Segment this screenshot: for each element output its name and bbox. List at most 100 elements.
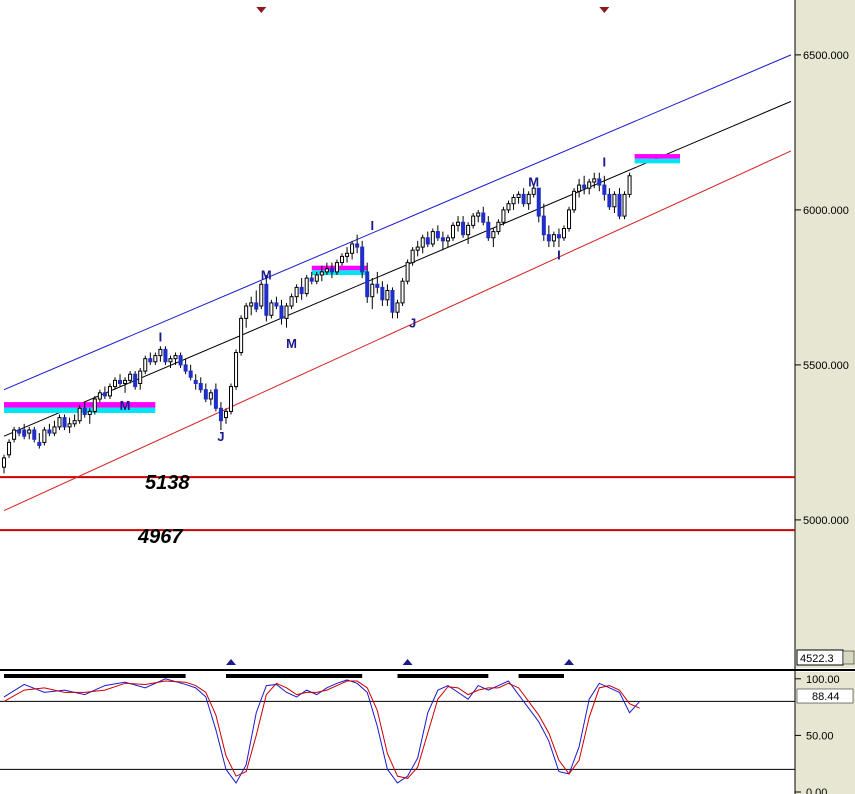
wave-label-I: I (370, 218, 374, 233)
channel-line-lower (3, 150, 792, 512)
candle-body (506, 203, 511, 211)
candle-body (577, 184, 582, 192)
support-label-4967: 4967 (137, 526, 183, 548)
candle-body (284, 305, 289, 319)
candle-body (617, 193, 622, 217)
candle-body (471, 215, 476, 226)
candle-body (627, 175, 632, 195)
candle-body (158, 348, 163, 357)
candle-body (42, 429, 47, 443)
signal-bar (4, 674, 186, 678)
candle-body (304, 277, 309, 295)
stochastic-y-axis: 0.00 50.00 100.00 (795, 674, 840, 794)
candle-body (138, 370, 143, 384)
candle-body (173, 355, 178, 360)
candle-body (531, 187, 536, 195)
candle-body (420, 237, 425, 248)
price-plot-background (0, 0, 795, 668)
candle-body (561, 227, 566, 239)
channel-line-upper (3, 54, 792, 391)
candle-body (314, 274, 319, 282)
stochastic-plot-background (0, 672, 795, 794)
candle-body (329, 268, 334, 273)
wave-label-M: M (286, 336, 297, 351)
candle-body (254, 302, 259, 310)
candle-body (612, 193, 617, 208)
price-axis-panel (795, 0, 855, 668)
candle-body (551, 234, 556, 242)
price-y-axis: 5000.000 5500.000 6000.000 6500.000 (795, 50, 849, 527)
candle-body (123, 379, 128, 384)
wave-label-J: J (217, 429, 224, 444)
candle-body (541, 215, 546, 236)
candle-body (234, 351, 239, 388)
candle-body (435, 231, 440, 239)
candle-body (218, 407, 223, 422)
candle-body (213, 389, 218, 409)
candle-body (350, 243, 355, 254)
candle-body (324, 268, 329, 273)
candle-body (77, 407, 82, 422)
price-tick-label: 6000.000 (803, 205, 849, 217)
candle-body (133, 373, 138, 388)
candle-body (188, 370, 193, 378)
candle-body (572, 190, 577, 211)
candle-body (415, 246, 420, 251)
candle-body (52, 426, 57, 434)
candle-body (501, 209, 506, 223)
wave-label-M: M (528, 175, 539, 190)
signal-bar (225, 674, 363, 678)
candle-body (587, 181, 592, 189)
resistance-zone-magenta (311, 265, 368, 271)
scroll-grip[interactable] (842, 650, 855, 665)
price-tick-label: 5000.000 (803, 515, 849, 527)
candle-body (345, 252, 350, 257)
candle-body (582, 184, 587, 189)
signal-bar (397, 674, 489, 678)
candle-body (239, 317, 244, 353)
resistance-zone-cyan (634, 158, 681, 164)
candle-body (380, 286, 385, 301)
candle-body (178, 355, 183, 366)
wave-label-J: J (409, 316, 416, 331)
price-tick-label: 5500.000 (803, 360, 849, 372)
candle-body (102, 392, 107, 397)
candle-body (521, 193, 526, 205)
candle-body (244, 305, 249, 319)
candle-body (390, 289, 395, 313)
candle-body (597, 178, 602, 186)
candle-body (229, 386, 234, 412)
candle-body (163, 348, 168, 363)
candle-body (430, 231, 435, 245)
candle-body (294, 286, 299, 298)
candle-body (37, 441, 42, 446)
candle-body (249, 302, 254, 307)
candle-body (400, 280, 405, 304)
candle-body (622, 193, 627, 217)
min-readout: 4522.3 (796, 649, 855, 666)
stoch-tick-label: 0.00 (806, 787, 827, 794)
candle-body (67, 423, 72, 428)
candle-body (17, 429, 22, 434)
candle-body (370, 283, 375, 298)
candle-body (536, 187, 541, 217)
candle-body (279, 305, 284, 319)
stochastic-current-value: 88.44 (812, 691, 840, 703)
candle-body (309, 277, 314, 282)
candle-body (334, 262, 339, 273)
candle-body (496, 221, 501, 233)
resistance-zone-cyan (311, 270, 368, 275)
candle-body (92, 398, 97, 412)
stochastic-current-readout: 88.44 (796, 688, 854, 704)
wave-label-I: I (159, 330, 163, 345)
candle-body (425, 237, 430, 245)
candle-body (456, 221, 461, 226)
candle-body (360, 246, 365, 273)
candle-body (602, 184, 607, 195)
candle-body (72, 420, 77, 425)
candle-body (143, 358, 148, 372)
cycle-marker-down (599, 7, 610, 13)
candle-body (365, 271, 370, 298)
candle-body (299, 286, 304, 295)
candle-body (516, 193, 521, 198)
